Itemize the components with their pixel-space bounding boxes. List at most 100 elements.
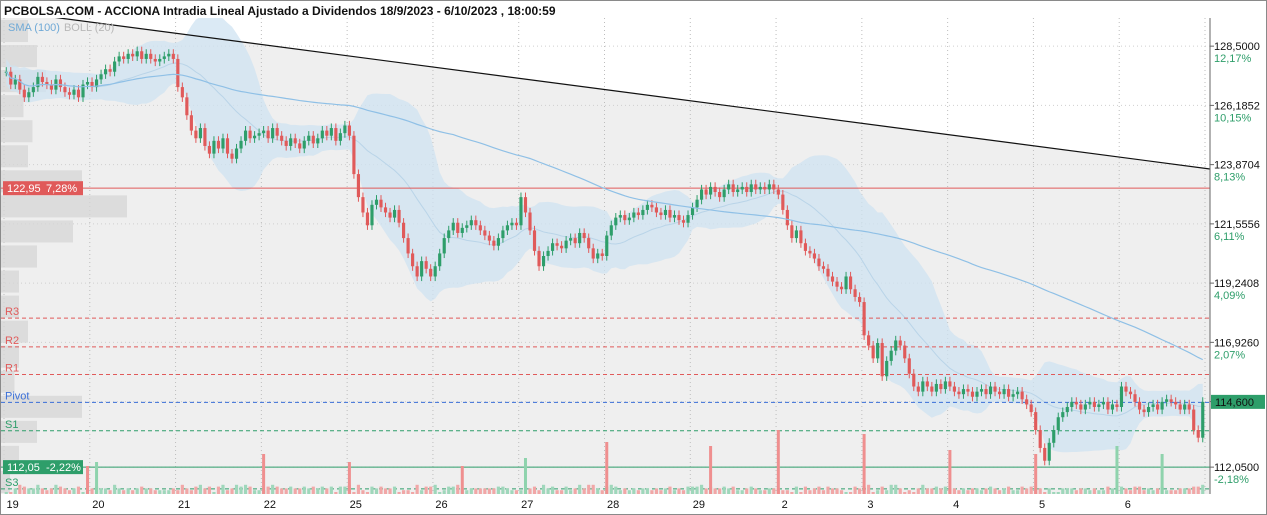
candle-body <box>880 343 884 377</box>
volume-bar <box>1061 488 1065 494</box>
candle-body <box>343 125 347 134</box>
volume-bar <box>1020 486 1024 494</box>
volume-bar <box>104 488 108 494</box>
legend-boll: BOLL (20) <box>63 22 115 34</box>
candle-body <box>483 230 487 236</box>
volume-bar <box>45 490 49 494</box>
volume-bar <box>379 486 383 494</box>
volume-bar <box>108 490 112 494</box>
volume-bar <box>113 484 117 494</box>
volume-bar <box>352 492 356 494</box>
volume-bar <box>176 490 180 494</box>
y-tick-pct: -2,18% <box>1214 474 1249 486</box>
candle-body <box>713 186 717 193</box>
volume-spike <box>1160 454 1164 494</box>
volume-bar <box>153 490 157 494</box>
candle-body <box>939 383 943 390</box>
candle-body <box>1038 430 1042 448</box>
volume-bar <box>483 488 487 494</box>
volume-profile-bar <box>1 395 82 418</box>
volume-bar <box>171 488 175 494</box>
volume-bar <box>645 488 649 494</box>
candle-body <box>781 194 785 210</box>
candle-body <box>365 212 370 226</box>
candle-body <box>492 240 496 246</box>
candle-body <box>447 230 451 239</box>
volume-bar <box>198 484 202 494</box>
volume-bar <box>1052 492 1056 494</box>
volume-spike <box>523 458 527 494</box>
candle-body <box>672 215 677 218</box>
volume-bar <box>1133 486 1137 494</box>
volume-bar <box>99 488 103 494</box>
candle-body <box>388 212 392 218</box>
candle-body <box>280 135 284 141</box>
volume-profile-bar <box>1 270 19 293</box>
volume-bar <box>487 488 491 494</box>
volume-bar <box>122 490 126 494</box>
volume-bar <box>271 484 275 494</box>
volume-bar <box>754 488 758 494</box>
candle-body <box>429 268 433 277</box>
candle-body <box>772 184 776 190</box>
volume-bar <box>307 488 311 494</box>
volume-bar <box>469 488 473 494</box>
volume-bar <box>221 484 225 494</box>
candle-body <box>131 53 135 57</box>
candle-body <box>1052 430 1056 443</box>
candle-body <box>681 220 686 223</box>
candle-body <box>650 204 654 208</box>
volume-bar <box>433 484 437 494</box>
candle-body <box>614 217 618 226</box>
volume-bar <box>415 484 419 494</box>
volume-bar <box>424 486 428 494</box>
candle-body <box>352 135 356 175</box>
volume-bar <box>1165 490 1169 494</box>
volume-bar <box>569 490 573 494</box>
y-tick-label: 123,8704 <box>1214 160 1260 172</box>
volume-bar <box>1128 490 1133 494</box>
volume-bar <box>745 488 749 494</box>
candle-body <box>90 81 94 88</box>
candle-body <box>383 207 388 213</box>
volume-bar <box>1092 488 1096 494</box>
candle-body <box>22 89 26 98</box>
candle-body <box>253 135 257 139</box>
candle-body <box>180 87 184 98</box>
volume-bar <box>894 484 898 494</box>
volume-bar <box>582 488 586 494</box>
candle-body <box>266 130 270 139</box>
candle-body <box>194 130 198 139</box>
volume-bar <box>1187 488 1191 494</box>
candle-body <box>81 84 85 98</box>
volume-spike <box>709 446 713 494</box>
volume-bar <box>943 486 947 494</box>
candle-body <box>546 250 550 256</box>
volume-bar <box>970 488 975 494</box>
volume-bar <box>320 486 324 494</box>
volume-bar <box>248 486 252 494</box>
volume-bar <box>67 490 72 494</box>
volume-bar <box>280 488 284 494</box>
last-price-badge <box>1211 394 1265 409</box>
candle-body <box>871 345 875 359</box>
y-tick-pct: 2,07% <box>1214 349 1245 361</box>
candle-body <box>31 87 35 93</box>
volume-bar <box>532 486 537 494</box>
volume-bar <box>76 486 81 494</box>
candle-body <box>122 56 126 59</box>
candle-body <box>853 289 857 297</box>
volume-bar <box>496 486 500 494</box>
candle-body <box>591 248 595 259</box>
candle-body <box>298 143 302 149</box>
candle-body <box>912 373 916 387</box>
candle-body <box>474 220 478 226</box>
candle-body <box>763 186 767 190</box>
volume-profile-bar <box>1 245 37 268</box>
candle-body <box>952 386 956 392</box>
volume-bar <box>984 488 988 494</box>
volume-bar <box>961 488 966 494</box>
volume-profile-bar <box>1 145 28 168</box>
candle-body <box>528 212 532 231</box>
